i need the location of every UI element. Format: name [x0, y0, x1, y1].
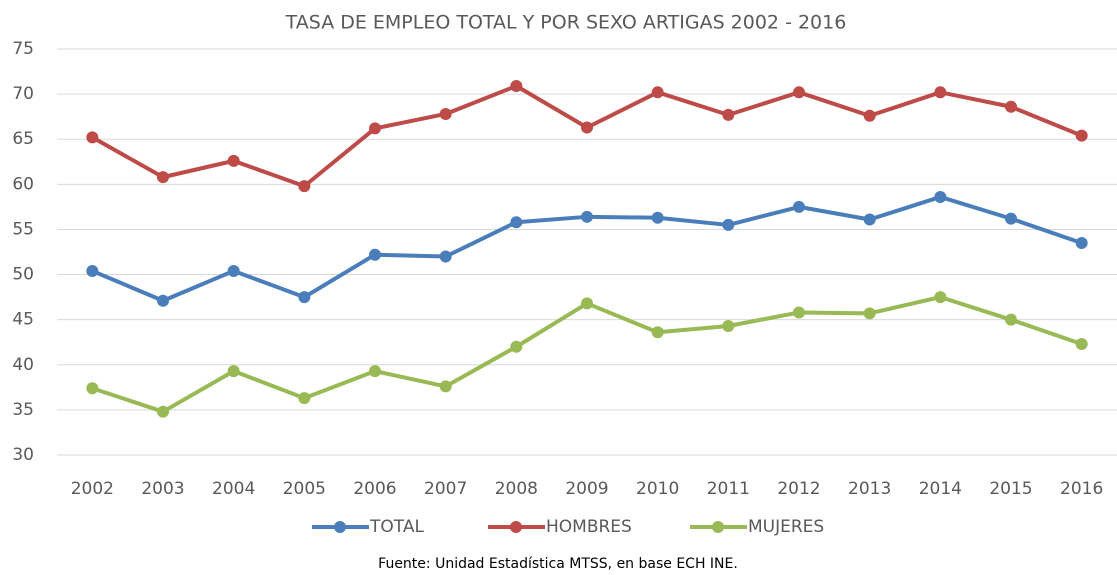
- x-tick-label: 2003: [141, 479, 184, 499]
- data-point: [1005, 212, 1017, 225]
- data-point: [157, 171, 169, 184]
- data-point: [298, 392, 311, 405]
- data-point: [581, 297, 593, 310]
- x-tick-label: 2009: [565, 479, 608, 499]
- data-point: [157, 405, 169, 418]
- data-point: [1075, 129, 1088, 142]
- series-line: [91, 83, 1083, 189]
- y-tick-label: 40: [12, 355, 34, 375]
- x-tick-label: 2013: [848, 479, 891, 499]
- data-point: [227, 154, 240, 167]
- data-point: [439, 380, 452, 393]
- legend-label: MUJERES: [748, 517, 824, 537]
- legend-marker: [712, 521, 724, 533]
- data-point: [863, 109, 876, 122]
- data-point: [227, 264, 240, 277]
- data-point: [298, 291, 311, 304]
- data-point: [1075, 338, 1088, 351]
- x-tick-label: 2007: [424, 479, 467, 499]
- x-tick-label: 2010: [636, 479, 679, 499]
- data-point: [793, 200, 805, 213]
- data-point: [793, 86, 805, 99]
- data-point: [157, 294, 169, 307]
- data-point: [581, 210, 593, 223]
- x-tick-label: 2005: [283, 479, 326, 499]
- y-tick-label: 35: [12, 400, 34, 420]
- y-tick-label: 30: [12, 445, 34, 465]
- data-point: [86, 382, 99, 395]
- x-tick-label: 2015: [989, 479, 1032, 499]
- data-point: [934, 86, 947, 99]
- legend-marker: [334, 521, 346, 533]
- data-point: [510, 216, 523, 229]
- x-tick-label: 2014: [919, 479, 962, 499]
- data-point: [793, 306, 805, 319]
- data-point: [510, 340, 523, 353]
- x-tick-label: 2002: [71, 479, 114, 499]
- data-point: [439, 250, 452, 263]
- data-point: [298, 180, 311, 193]
- data-point: [934, 291, 947, 304]
- x-tick-label: 2006: [353, 479, 396, 499]
- data-point: [439, 107, 452, 120]
- data-point: [369, 365, 381, 378]
- x-tick-label: 2004: [212, 479, 255, 499]
- data-point: [369, 122, 381, 135]
- data-point: [1075, 236, 1088, 249]
- y-tick-label: 75: [12, 39, 34, 59]
- data-point: [86, 264, 99, 277]
- y-tick-label: 70: [12, 84, 34, 104]
- data-point: [1005, 313, 1017, 326]
- y-tick-label: 55: [12, 219, 34, 239]
- legend-marker: [510, 521, 522, 533]
- data-point: [722, 218, 735, 231]
- data-point: [651, 326, 664, 339]
- data-point: [722, 108, 735, 121]
- data-point: [934, 190, 947, 203]
- data-point: [722, 319, 735, 332]
- data-point: [1005, 100, 1017, 113]
- y-tick-label: 50: [12, 265, 34, 285]
- data-point: [86, 131, 99, 144]
- y-tick-label: 65: [12, 129, 34, 149]
- data-point: [227, 365, 240, 378]
- data-point: [863, 307, 876, 320]
- source-note: Fuente: Unidad Estadística MTSS, en base…: [378, 556, 738, 572]
- x-tick-label: 2011: [707, 479, 750, 499]
- data-point: [510, 79, 523, 92]
- x-tick-label: 2012: [777, 479, 820, 499]
- legend-label: TOTAL: [369, 517, 424, 537]
- data-point: [369, 248, 381, 261]
- y-tick-label: 60: [12, 174, 34, 194]
- chart-title: TASA DE EMPLEO TOTAL Y POR SEXO ARTIGAS …: [285, 12, 847, 34]
- x-tick-label: 2016: [1060, 479, 1103, 499]
- data-point: [581, 121, 593, 134]
- data-point: [651, 86, 664, 99]
- legend-label: HOMBRES: [546, 517, 632, 537]
- data-point: [863, 213, 876, 226]
- series-line: [91, 295, 1083, 414]
- y-tick-label: 45: [12, 310, 34, 330]
- data-point: [651, 211, 664, 224]
- x-tick-label: 2008: [495, 479, 538, 499]
